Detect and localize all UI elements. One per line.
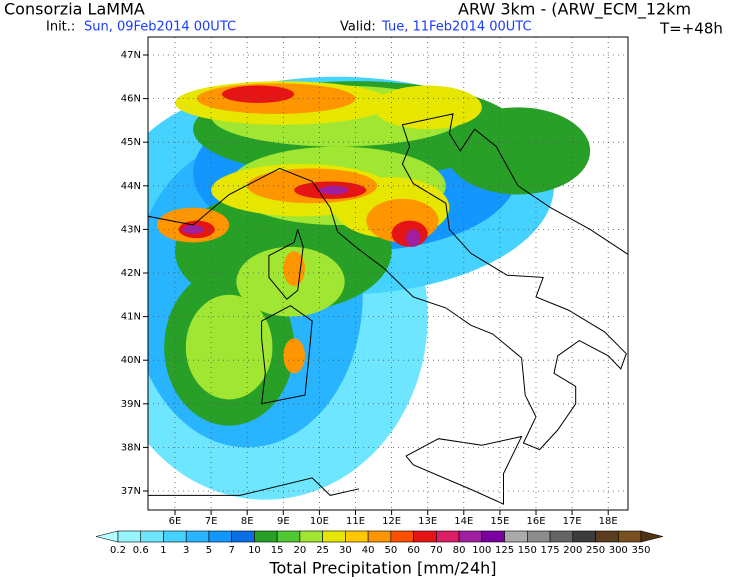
- colorbar-box: [390, 530, 414, 543]
- colorbar-label: 10: [248, 545, 261, 556]
- init-label: Init.:: [46, 20, 75, 35]
- colorbar-box: [163, 530, 187, 543]
- colorbar-box: [481, 530, 505, 543]
- colorbar-label: 100: [472, 545, 491, 556]
- lon-label: 7E: [205, 516, 218, 527]
- lon-label: 18E: [599, 516, 618, 527]
- lon-label: 11E: [346, 516, 365, 527]
- colorbar-box: [413, 530, 437, 543]
- lat-label: 44N: [121, 181, 141, 192]
- valid-time: Tue, 11Feb2014 00UTC: [381, 20, 532, 35]
- lat-label: 39N: [121, 399, 141, 410]
- colorbar-box: [367, 530, 392, 543]
- lat-label: 42N: [121, 268, 141, 279]
- colorbar-label: 15: [271, 545, 284, 556]
- valid-label: Valid:: [340, 20, 376, 35]
- colorbar-label: 175: [540, 545, 559, 556]
- colorbar-label: 0.6: [133, 545, 149, 556]
- colorbar-box: [458, 530, 483, 543]
- init-time: Sun, 09Feb2014 00UTC: [84, 20, 236, 35]
- colorbar-box: [436, 530, 460, 543]
- colorbar-label: 350: [631, 545, 650, 556]
- precip-area: [406, 229, 421, 247]
- precip-area: [221, 85, 295, 103]
- model: ARW 3km - (ARW_ECM_12km: [458, 0, 691, 20]
- colorbar-label: 200: [563, 545, 582, 556]
- colorbar-box: [208, 530, 232, 543]
- lon-label: 14E: [454, 516, 473, 527]
- colorbar-end: [640, 530, 664, 543]
- lon-label: 10E: [310, 516, 329, 527]
- colorbar-box: [572, 530, 596, 543]
- colorbar-label: 5: [206, 545, 212, 556]
- coastline: [405, 435, 523, 505]
- lat-label: 40N: [121, 355, 141, 366]
- colorbar-box: [595, 530, 619, 543]
- colorbar-box: [299, 530, 323, 543]
- coastline: [148, 113, 628, 451]
- precip-area: [319, 185, 349, 195]
- colorbar-box: [231, 530, 255, 543]
- lon-label: 16E: [526, 516, 545, 527]
- colorbar-box: [617, 530, 642, 543]
- colorbar-label: 3: [183, 545, 189, 556]
- lat-label: 46N: [121, 94, 141, 105]
- colorbar-label: 80: [453, 545, 466, 556]
- lead-time: T=+48h: [659, 20, 723, 38]
- lon-label: 13E: [418, 516, 437, 527]
- coastline: [261, 305, 313, 405]
- colorbar-label: 40: [362, 545, 375, 556]
- coastline: [148, 477, 360, 496]
- colorbar-label: 25: [316, 545, 329, 556]
- precip-area: [185, 294, 273, 400]
- colorbar-label: 0.2: [110, 545, 126, 556]
- lon-label: 6E: [169, 516, 182, 527]
- coastline: [268, 229, 304, 300]
- colorbar-box: [322, 530, 346, 543]
- colorbar-label: 20: [294, 545, 307, 556]
- colorbar-end: [95, 530, 119, 543]
- lat-label: 41N: [121, 312, 141, 323]
- precip-area: [283, 338, 305, 374]
- colorbar-label: 7: [229, 545, 235, 556]
- lat-label: 45N: [121, 137, 141, 148]
- lat-label: 43N: [121, 224, 141, 235]
- lon-label: 12E: [382, 516, 401, 527]
- precip-area: [445, 107, 591, 195]
- colorbar-label: 1: [160, 545, 166, 556]
- colorbar-title: Total Precipitation [mm/24h]: [268, 559, 496, 578]
- lat-label: 37N: [121, 486, 141, 497]
- colorbar-box: [276, 530, 301, 543]
- lon-label: 17E: [563, 516, 582, 527]
- colorbar-box: [140, 530, 164, 543]
- colorbar-box: [549, 530, 574, 543]
- colorbar-box: [504, 530, 528, 543]
- colorbar-label: 150: [518, 545, 537, 556]
- lon-label: 8E: [241, 516, 254, 527]
- colorbar-label: 60: [407, 545, 420, 556]
- map: [148, 37, 628, 510]
- colorbar-label: 70: [430, 545, 443, 556]
- colorbar-box: [527, 530, 551, 543]
- colorbar-box: [185, 530, 210, 543]
- colorbar-label: 50: [385, 545, 398, 556]
- lon-label: 9E: [277, 516, 290, 527]
- agency: Consorzia LaMMA: [4, 0, 145, 19]
- colorbar-label: 250: [586, 545, 605, 556]
- colorbar-label: 30: [339, 545, 352, 556]
- lon-label: 15E: [490, 516, 509, 527]
- colorbar-box: [345, 530, 369, 543]
- lat-label: 38N: [121, 442, 141, 453]
- colorbar-label: 125: [495, 545, 514, 556]
- colorbar-box: [117, 530, 142, 543]
- colorbar-box: [254, 530, 278, 543]
- colorbar-label: 300: [609, 545, 628, 556]
- lat-label: 47N: [121, 50, 141, 61]
